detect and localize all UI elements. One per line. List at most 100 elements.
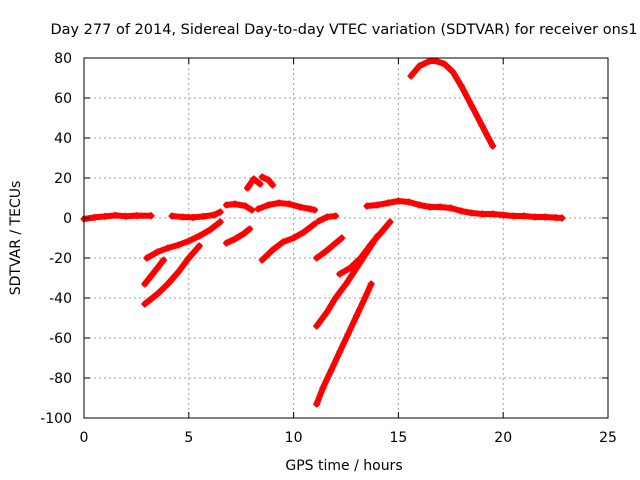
y-tick-label: -40 — [49, 291, 72, 307]
data-point — [141, 300, 149, 308]
data-point — [319, 384, 327, 392]
data-point — [315, 217, 323, 225]
data-point — [415, 201, 423, 209]
y-tick-label: -80 — [49, 371, 72, 387]
data-point — [407, 72, 415, 80]
x-axis-label: GPS time / hours — [285, 458, 402, 474]
data-point — [153, 290, 161, 298]
x-tick-label: 15 — [389, 430, 407, 446]
data-point — [231, 200, 239, 208]
data-point — [311, 206, 319, 214]
data-point — [241, 202, 249, 210]
data-point — [210, 211, 218, 219]
data-point — [264, 176, 272, 184]
data-point — [499, 211, 507, 219]
series-arc-3 — [141, 256, 168, 288]
data-point — [132, 212, 140, 220]
data-point — [147, 212, 155, 220]
series-arc-15 — [336, 218, 394, 278]
data-point — [179, 213, 187, 221]
data-point — [373, 201, 381, 209]
data-point — [426, 57, 434, 65]
data-point — [101, 212, 109, 220]
data-point — [216, 218, 224, 226]
x-tick-label: 5 — [184, 430, 193, 446]
data-point — [206, 226, 214, 234]
series-arc-5 — [168, 208, 224, 221]
data-point — [164, 280, 172, 288]
data-point — [332, 294, 340, 302]
data-point — [449, 68, 457, 76]
data-point — [378, 228, 386, 236]
y-tick-label: -20 — [49, 251, 72, 267]
series-arc-18 — [407, 57, 497, 150]
data-point — [468, 102, 476, 110]
data-point — [541, 213, 549, 221]
y-tick-label: 40 — [54, 131, 72, 147]
data-point — [258, 173, 266, 181]
series-trace — [313, 235, 345, 261]
data-point — [426, 203, 434, 211]
data-point — [468, 209, 476, 217]
data-point — [510, 212, 518, 220]
series-arc-11 — [258, 220, 319, 264]
data-point — [552, 214, 560, 222]
series-arc-17 — [363, 197, 566, 222]
data-point — [300, 228, 308, 236]
data-point — [285, 200, 293, 208]
data-point — [174, 241, 182, 249]
data-point — [342, 280, 350, 288]
y-tick-label: 0 — [63, 211, 72, 227]
data-point — [489, 210, 497, 218]
series-trace — [259, 221, 318, 263]
data-point — [361, 294, 369, 302]
y-tick-label: 20 — [54, 171, 72, 187]
data-point — [363, 202, 371, 210]
series-arc-16 — [313, 280, 375, 408]
data-point — [415, 62, 423, 70]
data-point — [478, 210, 486, 218]
data-point — [323, 213, 331, 221]
data-point — [441, 60, 449, 68]
data-point — [199, 212, 207, 220]
data-point — [250, 175, 258, 183]
data-point — [329, 241, 337, 249]
data-point — [254, 205, 262, 213]
data-point — [531, 213, 539, 221]
data-point — [223, 239, 231, 247]
data-point — [367, 280, 375, 288]
series-trace — [141, 243, 203, 307]
data-point — [216, 208, 224, 216]
data-point — [313, 254, 321, 262]
data-point — [296, 203, 304, 211]
data-point — [394, 197, 402, 205]
data-point — [436, 203, 444, 211]
data-point — [239, 230, 247, 238]
data-point — [246, 225, 254, 233]
data-point — [311, 220, 319, 228]
data-point — [147, 272, 155, 280]
x-tick-label: 10 — [285, 430, 303, 446]
data-point — [352, 312, 360, 320]
data-point — [332, 212, 340, 220]
series-arc-8 — [243, 175, 264, 192]
series-arc-2 — [143, 218, 224, 262]
data-point — [344, 330, 352, 338]
data-point — [558, 214, 566, 222]
axis-ticks: 0 5 10 15 20 25 -100 -80 -60 -40 -20 0 20 40 60 80 — [40, 51, 617, 446]
y-tick-label: 60 — [54, 91, 72, 107]
data-point — [160, 256, 168, 264]
series-arc-1 — [80, 211, 155, 223]
data-point — [367, 240, 375, 248]
data-point — [323, 308, 331, 316]
data-point — [478, 122, 486, 130]
series-trace — [223, 201, 255, 213]
data-point — [405, 198, 413, 206]
data-point — [279, 238, 287, 246]
data-point — [384, 199, 392, 207]
data-point — [338, 234, 346, 242]
series-arc-9 — [258, 173, 277, 189]
data-point — [313, 400, 321, 408]
series-trace — [336, 219, 393, 277]
